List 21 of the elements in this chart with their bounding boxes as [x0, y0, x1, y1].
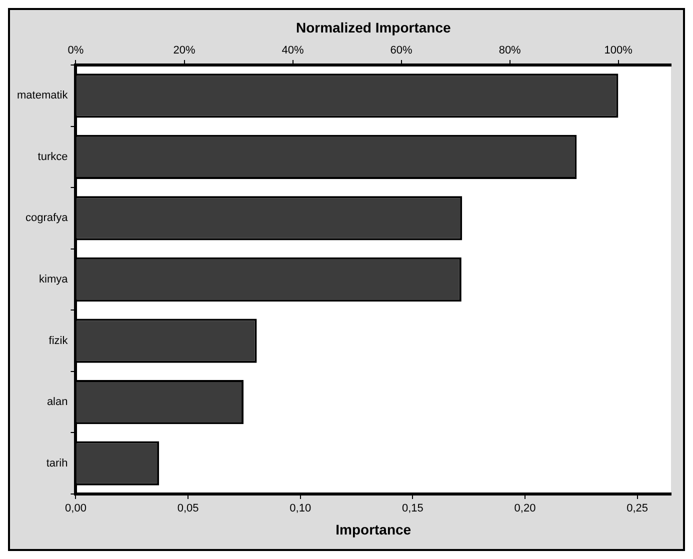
y-tick-label: kimya [39, 274, 69, 286]
y-tick-label: alan [46, 396, 68, 408]
x2-tick-label: 80% [498, 44, 522, 56]
y-tick-label: turkce [38, 150, 68, 163]
x2-tick-label: 60% [390, 44, 413, 56]
x-tick-label: 0,25 [626, 502, 648, 515]
x-tick-label: 0,20 [514, 502, 536, 515]
y-tick-label: cografya [26, 212, 69, 224]
x-axis-title: Importance [336, 521, 412, 538]
x2-tick-label: 40% [282, 44, 304, 56]
x2-tick-label: 0% [68, 44, 84, 56]
y-tick-label: fizik [48, 334, 68, 347]
y-tick-label: tarih [46, 457, 68, 470]
x-tick-label: 0,00 [65, 502, 86, 515]
x-tick-label: 0,10 [290, 502, 312, 515]
y-tick-label: matematik [16, 90, 68, 102]
x-tick-label: 0,15 [402, 502, 424, 515]
x2-tick-label: 20% [173, 44, 196, 56]
x-tick-label: 0,05 [177, 502, 199, 515]
x2-tick-label: 100% [604, 44, 633, 56]
x2-axis-title: Normalized Importance [296, 19, 451, 36]
